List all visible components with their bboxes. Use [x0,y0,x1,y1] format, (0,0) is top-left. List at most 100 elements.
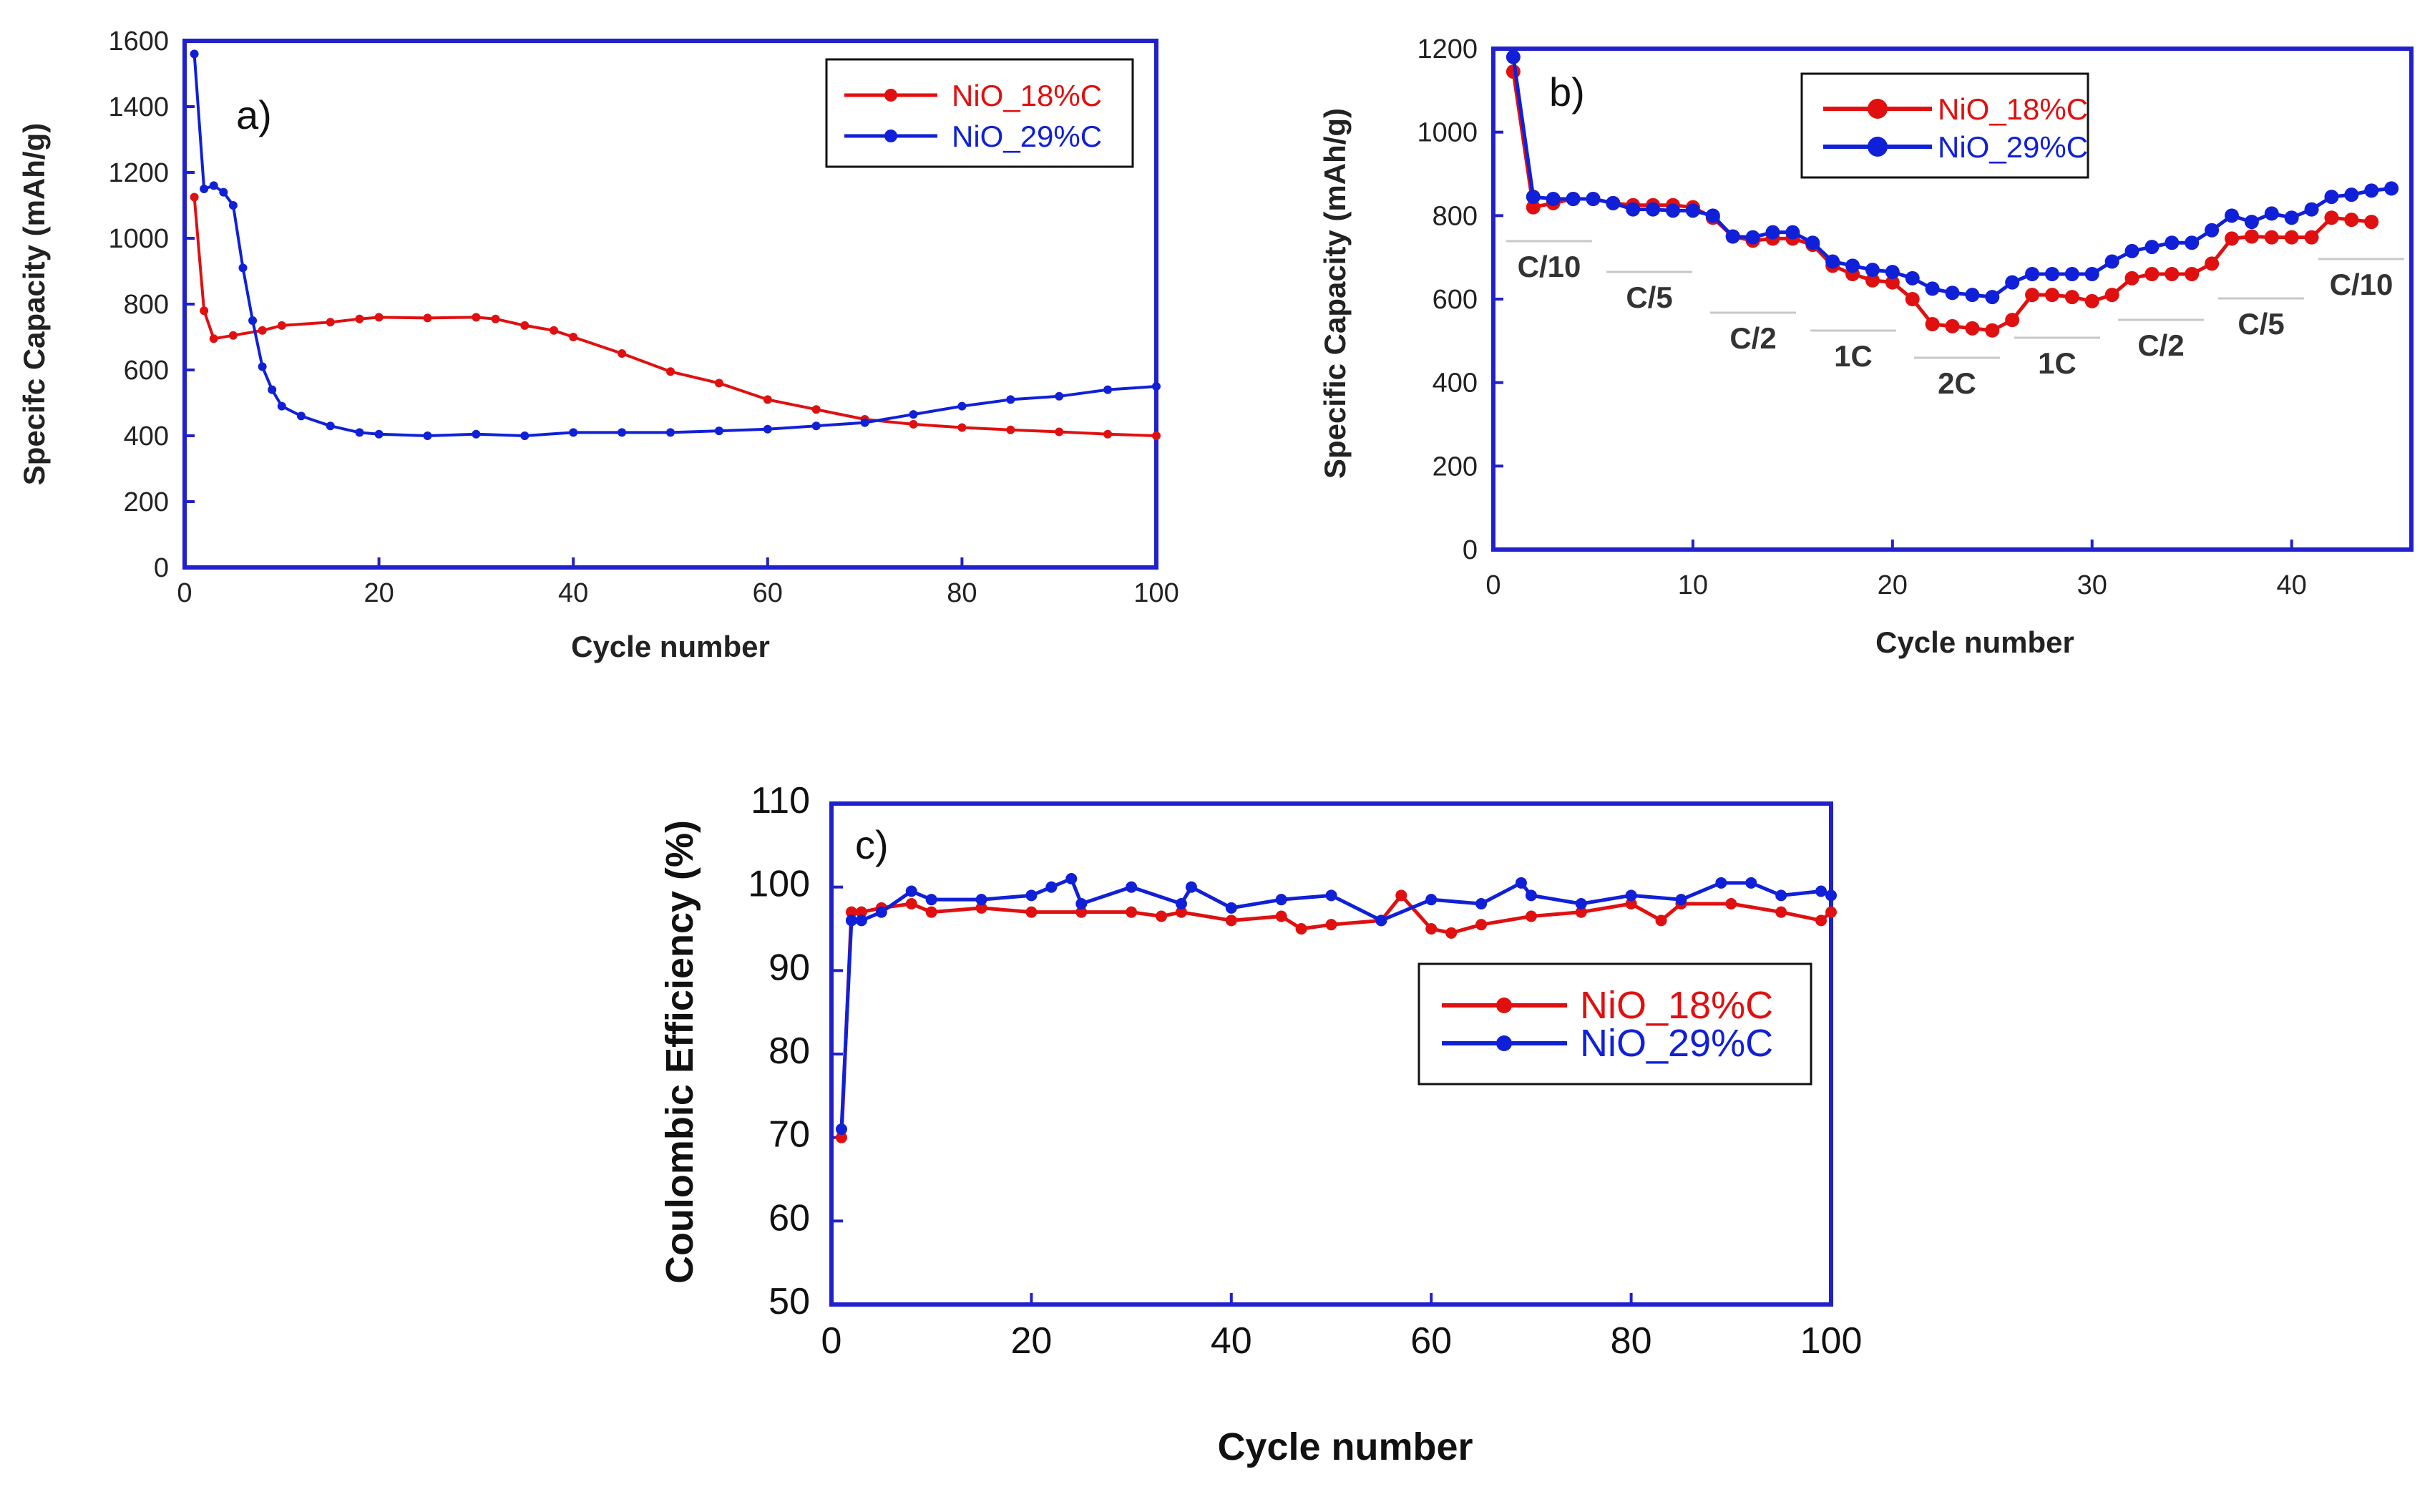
panel-a-y-tick-label: 1000 [108,224,169,254]
panel-a-data-point-red [550,326,559,335]
panel-c-series [835,873,1837,1143]
panel-c-x-tick-label: 80 [1611,1320,1652,1362]
panel-c-data-point-red [1325,919,1337,931]
panel-b-data-point-blue [1506,49,1521,64]
panel-c-legend-marker-blue [1496,1035,1512,1051]
panel-a-data-point-red [228,331,238,340]
panel-b-data-point-blue [1685,203,1700,218]
panel-b-data-point-blue [1985,290,2000,305]
panel-b-data-point-blue [1725,229,1740,244]
panel-a-y-axis-label: Specifc Capacity (mAh/g) [17,123,51,485]
panel-b-data-point-red [1905,292,1920,306]
panel-b-data-point-blue [1805,235,1820,250]
panel-c-data-point-blue [1525,889,1537,902]
panel-b-x-tick-label: 0 [1485,570,1500,600]
panel-b-data-point-blue [2005,275,2020,290]
panel-a-x-tick-label: 100 [1133,578,1179,608]
panel-a-data-point-blue [472,429,481,439]
panel-c-data-point-red [1156,910,1168,922]
panel-a-data-point-red [277,321,286,330]
panel-c-data-point-blue [925,894,937,906]
panel-b-data-point-blue [1705,208,1720,223]
panel-a-data-point-red [666,367,675,376]
panel-b-rate-label: C/10 [2330,268,2393,301]
panel-a-series [190,49,1161,440]
panel-b-data-point-blue [1546,192,1561,206]
panel-b-data-point-blue [1905,270,1920,286]
panel-c-legend-label-red: NiO_18%C [1580,984,1773,1027]
panel-b-x-tick-label: 20 [1878,570,1908,600]
panel-b-data-point-blue [2185,235,2200,250]
panel-b-data-point-blue [1825,254,1840,269]
panel-a-legend-marker-red [884,89,897,102]
panel-a-x-tick-label: 60 [753,578,783,608]
panel-b-data-point-blue [2364,183,2379,198]
panel-c-data-point-blue [1575,898,1587,909]
panel-b-y-tick-label: 1000 [1417,118,1478,148]
panel-b-legend-label-red: NiO_18%C [1938,92,2088,126]
panel-a-data-point-red [1152,431,1161,440]
panel-c-data-point-red [1126,906,1138,918]
panel-b-rate-label: 2C [1938,366,1976,400]
panel-a-x-tick-label: 40 [558,578,588,608]
panel-a-data-point-blue [1103,385,1113,394]
panel-a-data-point-blue [277,401,286,411]
panel-b-data-point-blue [1845,258,1860,273]
panel-b-data-point-red [2044,288,2059,303]
panel-c-data-point-blue [1425,894,1438,906]
panel-c-legend: NiO_18%C NiO_29%C [1417,962,1812,1086]
panel-a-letter: a) [236,92,272,137]
panel-c-data-point-red [1475,919,1488,931]
panel-a-data-point-blue [355,428,364,437]
panel-b-data-point-blue [1526,190,1541,205]
panel-c-data-point-blue [1745,877,1757,889]
panel-a-data-point-blue [763,424,772,434]
panel-c-x-axis-label: Cycle number [1217,1425,1473,1468]
panel-a-data-point-blue [1006,395,1015,404]
panel-b-legend-label-blue: NiO_29%C [1938,130,2088,164]
panel-c-data-point-red [905,898,917,909]
panel-c-data-point-blue [835,1123,847,1135]
panel-a-legend-box [825,58,1134,168]
panel-b-x-tick-label: 40 [2277,570,2307,600]
panel-c-data-point-blue [1025,889,1038,902]
panel-c-data-point-blue [1815,885,1828,897]
panel-c-y-tick-label: 50 [768,1281,810,1322]
panel-b-data-point-red [2304,230,2319,245]
panel-a-data-point-red [472,313,481,322]
panel-b-rate-label: C/5 [2238,307,2284,341]
panel-b-data-point-blue [1566,192,1581,206]
panel-b-data-point-red [2144,267,2160,281]
panel-a-data-point-blue [423,431,432,440]
panel-a-data-point-blue [200,185,209,193]
panel-c-legend-label-blue: NiO_29%C [1580,1022,1773,1065]
panel-a-data-point-red [209,334,218,343]
panel-c-data-point-blue [1185,881,1197,893]
panel-b-data-point-red [1985,323,2000,338]
panel-a-y-tick-label: 1400 [108,92,169,122]
panel-b-x-axis-label: Cycle number [1875,625,2074,659]
panel-a-data-point-red [1006,425,1015,434]
panel-a-x-tick-label: 0 [177,578,192,608]
panel-a-data-point-red [190,192,199,202]
panel-a-data-point-blue [1152,382,1161,391]
panel-b-data-point-red [1865,273,1880,288]
panel-c-data-point-red [855,906,867,918]
panel-c-data-point-red [1775,906,1787,918]
panel-c-data-point-red [1225,914,1237,927]
panel-c-x-tick-label: 0 [821,1320,842,1362]
panel-b-data-point-red [2025,288,2040,303]
panel-b-data-point-blue [2144,240,2160,255]
panel-b-data-point-red [2005,313,2020,328]
panel-c-y-tick-label: 110 [751,780,810,821]
panel-b-y-tick-label: 1200 [1417,34,1478,64]
panel-c-y-tick-label: 90 [768,947,810,988]
panel-a-data-point-blue [714,426,723,436]
panel-a-x-tick-label: 80 [947,578,977,608]
panel-a-data-point-blue [190,49,199,59]
panel-c-data-point-blue [1375,914,1387,927]
panel-c-data-point-red [835,1131,847,1143]
panel-a-y-tick-label: 800 [124,290,169,320]
panel-a-data-point-red [569,333,578,341]
